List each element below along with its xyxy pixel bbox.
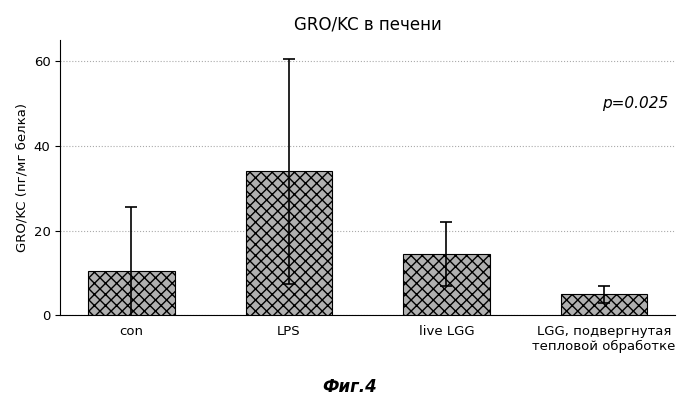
Text: p=0.025: p=0.025 [603,96,668,111]
Y-axis label: GRO/KC (пг/мг белка): GRO/KC (пг/мг белка) [15,103,28,252]
Bar [561,294,647,316]
Title: GRO/KC в печени: GRO/KC в печени [294,15,442,33]
Bar [403,254,490,316]
Bar [88,271,175,316]
Bar [245,171,332,316]
Text: Фиг.4: Фиг.4 [322,378,377,396]
